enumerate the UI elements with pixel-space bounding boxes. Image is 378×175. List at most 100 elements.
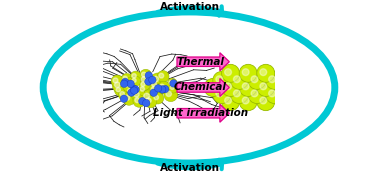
Circle shape bbox=[164, 88, 178, 102]
Circle shape bbox=[124, 81, 130, 87]
Circle shape bbox=[248, 86, 266, 104]
Circle shape bbox=[134, 92, 139, 97]
Circle shape bbox=[140, 87, 144, 91]
Circle shape bbox=[132, 74, 136, 78]
Circle shape bbox=[138, 84, 150, 95]
Circle shape bbox=[260, 69, 267, 76]
Circle shape bbox=[266, 71, 284, 89]
Circle shape bbox=[152, 92, 164, 104]
Circle shape bbox=[239, 79, 257, 96]
Circle shape bbox=[111, 75, 124, 88]
Circle shape bbox=[222, 79, 240, 96]
Circle shape bbox=[146, 98, 151, 103]
Circle shape bbox=[158, 86, 166, 93]
Circle shape bbox=[207, 83, 214, 90]
Text: Activation: Activation bbox=[160, 163, 220, 173]
Text: Activation: Activation bbox=[160, 2, 220, 12]
Circle shape bbox=[120, 95, 128, 102]
Circle shape bbox=[269, 90, 276, 97]
Circle shape bbox=[257, 79, 275, 96]
Circle shape bbox=[153, 76, 158, 82]
Circle shape bbox=[204, 79, 222, 96]
Circle shape bbox=[139, 97, 146, 105]
Text: Light irradiation: Light irradiation bbox=[153, 108, 248, 118]
Circle shape bbox=[231, 71, 248, 89]
Circle shape bbox=[277, 83, 284, 90]
Circle shape bbox=[222, 93, 240, 111]
Circle shape bbox=[135, 98, 140, 103]
FancyArrow shape bbox=[177, 78, 229, 96]
Circle shape bbox=[149, 76, 156, 84]
Circle shape bbox=[260, 83, 267, 90]
Circle shape bbox=[222, 64, 240, 82]
Circle shape bbox=[239, 93, 257, 111]
Circle shape bbox=[145, 78, 152, 85]
Circle shape bbox=[269, 76, 276, 83]
Circle shape bbox=[132, 86, 139, 93]
Circle shape bbox=[213, 86, 231, 104]
Circle shape bbox=[130, 87, 138, 94]
Circle shape bbox=[234, 76, 240, 83]
Circle shape bbox=[242, 69, 249, 76]
Circle shape bbox=[144, 95, 157, 108]
Circle shape bbox=[130, 85, 138, 93]
Circle shape bbox=[239, 64, 257, 82]
Circle shape bbox=[216, 76, 223, 83]
Circle shape bbox=[144, 93, 150, 99]
Circle shape bbox=[133, 95, 146, 107]
Circle shape bbox=[143, 99, 150, 107]
Circle shape bbox=[150, 73, 165, 87]
Circle shape bbox=[150, 79, 162, 91]
Circle shape bbox=[166, 91, 172, 97]
Circle shape bbox=[128, 89, 132, 92]
Circle shape bbox=[170, 86, 174, 89]
Circle shape bbox=[242, 97, 249, 104]
Circle shape bbox=[113, 78, 118, 83]
Circle shape bbox=[242, 83, 249, 90]
Circle shape bbox=[248, 71, 266, 89]
Circle shape bbox=[116, 88, 121, 92]
Circle shape bbox=[112, 79, 126, 93]
Circle shape bbox=[274, 79, 292, 96]
Circle shape bbox=[123, 76, 127, 81]
Circle shape bbox=[126, 86, 136, 96]
Circle shape bbox=[225, 83, 231, 90]
Circle shape bbox=[158, 81, 170, 94]
Circle shape bbox=[115, 82, 120, 88]
Circle shape bbox=[159, 73, 164, 78]
FancyArrow shape bbox=[177, 53, 229, 71]
Circle shape bbox=[169, 83, 178, 93]
Circle shape bbox=[130, 71, 141, 82]
Circle shape bbox=[120, 92, 124, 96]
Circle shape bbox=[251, 76, 258, 83]
Circle shape bbox=[141, 72, 146, 77]
Circle shape bbox=[115, 85, 125, 96]
Circle shape bbox=[121, 74, 132, 85]
Circle shape bbox=[150, 89, 157, 96]
Circle shape bbox=[121, 78, 129, 86]
Circle shape bbox=[160, 84, 164, 89]
Circle shape bbox=[225, 69, 231, 76]
Circle shape bbox=[152, 82, 156, 87]
Circle shape bbox=[151, 86, 157, 92]
Circle shape bbox=[130, 76, 141, 86]
Circle shape bbox=[225, 97, 231, 104]
FancyArrow shape bbox=[177, 104, 229, 122]
Circle shape bbox=[167, 78, 177, 88]
Circle shape bbox=[260, 97, 267, 104]
Circle shape bbox=[122, 78, 137, 92]
Circle shape bbox=[141, 82, 145, 86]
Circle shape bbox=[234, 90, 240, 97]
Circle shape bbox=[216, 90, 223, 97]
Circle shape bbox=[139, 74, 151, 86]
Circle shape bbox=[257, 93, 275, 111]
Circle shape bbox=[139, 69, 152, 82]
Circle shape bbox=[127, 80, 134, 88]
Circle shape bbox=[170, 80, 177, 87]
Circle shape bbox=[169, 80, 173, 84]
Circle shape bbox=[213, 71, 231, 89]
Text: Chemical: Chemical bbox=[174, 82, 227, 92]
Circle shape bbox=[157, 71, 169, 82]
Circle shape bbox=[251, 90, 258, 97]
Circle shape bbox=[141, 77, 146, 82]
